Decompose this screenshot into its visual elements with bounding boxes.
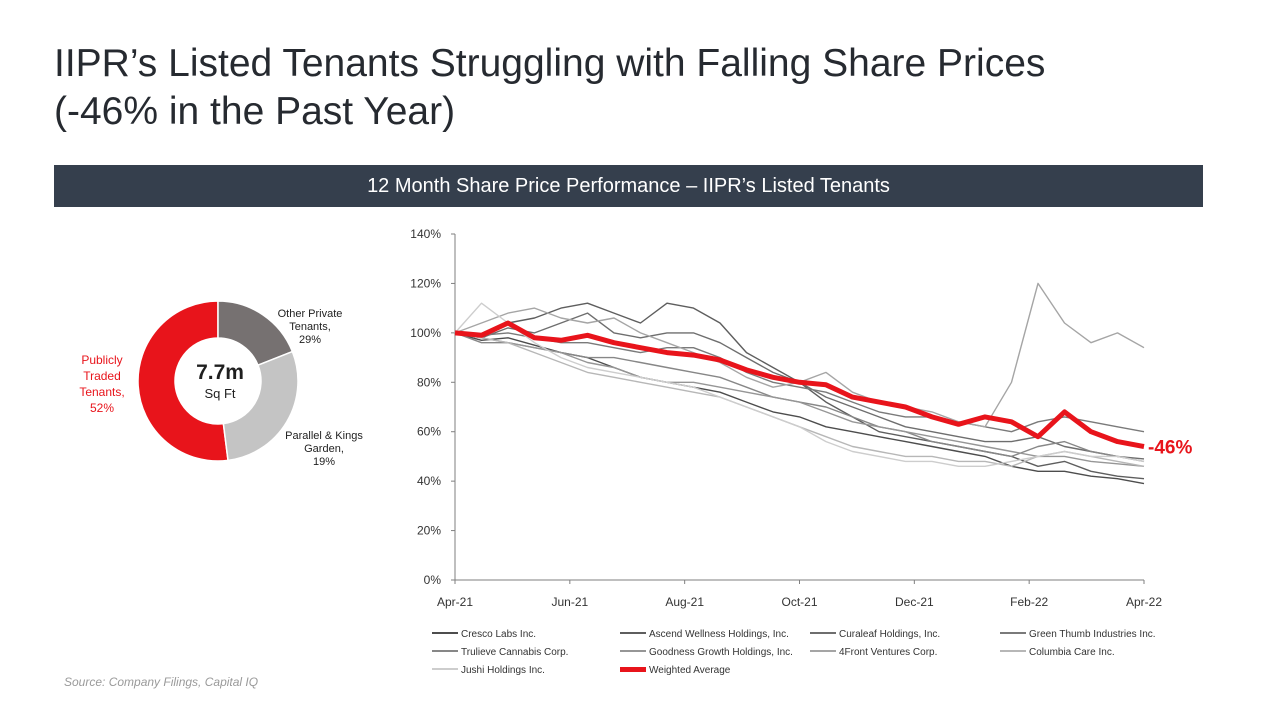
legend-swatch [1000,650,1026,653]
chart-legend: Cresco Labs Inc. Ascend Wellness Holdings… [432,628,1212,688]
x-tick-label: Feb-22 [1010,595,1048,609]
legend-item: Weighted Average [620,664,730,678]
series-line-9 [454,320,1145,449]
series-line-3 [454,332,1145,433]
donut-label-other-private: Other Private Tenants, 29% [268,308,352,347]
donut-label-parallel: Parallel & Kings Garden, 19% [276,430,372,469]
series-line-8 [454,302,1145,468]
legend-swatch [810,650,836,653]
y-tick-label: 120% [410,276,441,290]
page-title-line-2: (-46% in the Past Year) [54,90,456,133]
legend-swatch [432,650,458,653]
legend-label: Ascend Wellness Holdings, Inc. [649,629,789,640]
y-tick-label: 100% [410,326,441,340]
share-price-line-chart: 0% 20% 40% 60% 80% 100% 120% 140% Apr-21 Jun-21 Au… [410,227,1192,609]
donut-center-value: 7.7m [196,361,244,384]
x-tick-label: Dec-21 [895,595,934,609]
legend-item: Trulieve Cannabis Corp. [432,646,568,660]
legend-swatch [620,632,646,635]
x-tick-label: Apr-21 [437,595,473,609]
legend-item: Jushi Holdings Inc. [432,664,545,678]
x-tick-label: Oct-21 [781,595,817,609]
donut-label-other-private-line-3: 29% [298,334,322,346]
legend-label: 4Front Ventures Corp. [839,647,938,658]
legend-swatch [1000,632,1026,635]
tenant-donut-chart [137,300,299,462]
legend-label: Trulieve Cannabis Corp. [461,647,569,658]
legend-swatch [810,632,836,635]
legend-swatch [432,668,458,671]
donut-center-label: Sq Ft [204,386,236,401]
donut-label-other-private-line-2: Tenants, [289,321,331,333]
legend-label: Goodness Growth Holdings, Inc. [649,647,793,658]
legend-label: Weighted Average [649,665,731,676]
donut-label-publicly-traded-line-1: Publicly [81,353,123,367]
donut-label-parallel-line-3: 19% [312,456,336,468]
donut-label-publicly-traded-line-3: Tenants, [79,385,125,399]
legend-item: Curaleaf Holdings, Inc. [810,628,940,642]
donut-label-publicly-traded-line-4: 52% [89,401,115,415]
legend-item: Green Thumb Industries Inc. [1000,628,1156,642]
legend-label: Columbia Care Inc. [1029,647,1115,658]
legend-item: 4Front Ventures Corp. [810,646,937,660]
x-tick-label: Aug-21 [665,595,704,609]
y-tick-label: 140% [410,227,441,241]
legend-label: Jushi Holdings Inc. [461,665,545,676]
donut-label-parallel-line-2: Garden, [304,443,344,455]
legend-item: Ascend Wellness Holdings, Inc. [620,628,789,642]
legend-item: Cresco Labs Inc. [432,628,536,642]
series-line-1 [454,302,1145,480]
legend-label: Curaleaf Holdings, Inc. [839,629,941,640]
y-tick-label: 60% [417,425,441,439]
chart-banner: 12 Month Share Price Performance – IIPR’… [54,165,1203,207]
y-tick-label: 80% [417,375,441,389]
donut-slice-0 [137,300,229,462]
donut-label-parallel-line-1: Parallel & Kings [285,430,363,442]
y-tick-label: 40% [417,474,441,488]
x-tick-label: Apr-22 [1126,595,1162,609]
donut-label-publicly-traded: Publicly Traded Tenants, 52% [66,352,138,416]
y-tick-label: 0% [424,573,442,587]
donut-slice-2 [222,350,299,462]
legend-label: Cresco Labs Inc. [461,629,537,640]
donut-label-publicly-traded-line-2: Traded [83,369,121,383]
y-tick-label: 20% [417,524,441,538]
source-note: Source: Company Filings, Capital IQ [64,675,259,689]
donut-label-other-private-line-1: Other Private [277,308,343,320]
x-tick-label: Jun-21 [551,595,588,609]
legend-item: Columbia Care Inc. [1000,646,1115,660]
legend-item: Goodness Growth Holdings, Inc. [620,646,793,660]
legend-label: Green Thumb Industries Inc. [1029,629,1156,640]
series-line-6 [454,282,1145,428]
series-line-5 [454,332,1145,467]
end-value-label: -46% [1148,438,1192,459]
legend-swatch [620,650,646,653]
page-title-line-1: IIPR’s Listed Tenants Struggling with Fa… [54,42,1046,85]
legend-swatch [620,666,646,672]
page-title: IIPR’s Listed Tenants Struggling with Fa… [54,40,1204,136]
legend-swatch [432,632,458,635]
